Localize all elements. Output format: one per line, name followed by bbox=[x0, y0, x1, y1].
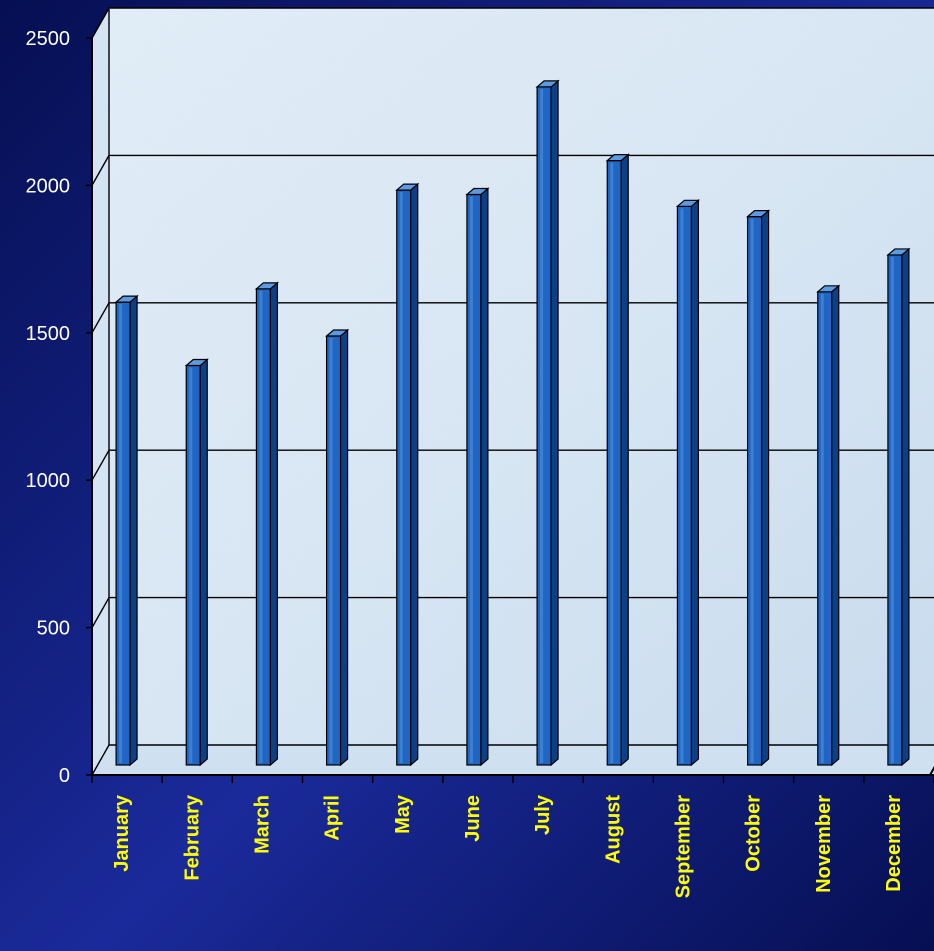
bar-top bbox=[886, 248, 911, 256]
bar-top bbox=[675, 199, 701, 207]
bar-side bbox=[199, 358, 208, 767]
bar-side bbox=[129, 294, 138, 767]
bar-top bbox=[465, 187, 490, 196]
bar-side bbox=[339, 328, 349, 767]
gridlines bbox=[91, 7, 934, 776]
x-category-label: May bbox=[392, 794, 414, 834]
bar bbox=[465, 187, 490, 767]
x-category-label: August bbox=[602, 795, 624, 864]
x-category-label: February bbox=[181, 794, 203, 880]
bar-side bbox=[620, 153, 629, 767]
bar-front bbox=[536, 86, 552, 766]
bar-front bbox=[325, 335, 342, 766]
y-tick-label: 2500 bbox=[26, 28, 71, 50]
bar-top bbox=[816, 285, 841, 293]
bar-top bbox=[535, 80, 560, 88]
x-category-label: October bbox=[743, 795, 765, 872]
bar-highlight bbox=[820, 293, 824, 763]
bar-highlight bbox=[119, 304, 123, 763]
bar-side bbox=[550, 79, 559, 767]
bar bbox=[324, 328, 350, 767]
plot-texture bbox=[109, 8, 934, 746]
top-edge bbox=[91, 7, 110, 39]
bars bbox=[114, 79, 911, 767]
bar-top bbox=[324, 329, 350, 337]
bar-highlight bbox=[329, 338, 333, 763]
axes bbox=[86, 7, 934, 783]
bar-front bbox=[746, 216, 763, 766]
x-category-label: January bbox=[111, 794, 133, 872]
bar-side bbox=[690, 198, 700, 767]
y-axis-tick-labels: 0 500 1000 1500 2000 2500 bbox=[26, 28, 71, 787]
x-category-label: June bbox=[462, 795, 484, 842]
x-category-label: December bbox=[883, 795, 905, 892]
gridline-side bbox=[91, 744, 110, 776]
bar-highlight bbox=[890, 256, 894, 763]
bar-top bbox=[184, 358, 209, 367]
floor-right-edge bbox=[929, 765, 934, 776]
bar-front bbox=[676, 205, 693, 766]
gridline-side bbox=[91, 597, 110, 628]
bar-top bbox=[254, 282, 280, 290]
y-tick-label: 2000 bbox=[26, 175, 71, 197]
bar-highlight bbox=[399, 192, 403, 763]
bar bbox=[745, 209, 771, 767]
bar-side bbox=[480, 187, 489, 767]
bar-front bbox=[606, 160, 622, 766]
plot-floor bbox=[92, 745, 934, 775]
bar bbox=[254, 281, 280, 767]
bar-highlight bbox=[189, 367, 193, 763]
bar-front bbox=[887, 254, 903, 766]
bar-top bbox=[605, 154, 630, 162]
bar bbox=[675, 198, 701, 767]
bar-highlight bbox=[259, 290, 263, 763]
bar-highlight bbox=[610, 162, 614, 763]
y-tick-label: 0 bbox=[59, 765, 70, 787]
y-tick-label: 1000 bbox=[26, 470, 71, 492]
y-tick-label: 1500 bbox=[26, 323, 71, 345]
x-category-label: November bbox=[813, 795, 835, 893]
bar-front bbox=[185, 364, 201, 766]
bar bbox=[886, 247, 911, 767]
bar-highlight bbox=[680, 208, 684, 763]
x-category-label: July bbox=[532, 794, 554, 835]
bar bbox=[535, 79, 560, 767]
bar-front bbox=[255, 288, 272, 766]
bar-side bbox=[831, 284, 840, 767]
x-axis-category-labels: January February March April May June July Augu… bbox=[111, 794, 905, 898]
gridline-side bbox=[91, 449, 110, 481]
plot-side-wall bbox=[92, 8, 109, 775]
bar-front bbox=[817, 291, 833, 766]
gridline-side bbox=[91, 302, 110, 334]
bar bbox=[114, 294, 139, 767]
bar-highlight bbox=[469, 196, 473, 763]
bar-top bbox=[395, 183, 420, 191]
plot-area bbox=[92, 8, 934, 775]
bar-top bbox=[745, 210, 771, 218]
x-category-label: March bbox=[251, 795, 273, 854]
bar bbox=[184, 358, 209, 767]
bar-front bbox=[115, 301, 131, 766]
gridline-side bbox=[91, 155, 110, 186]
x-category-label: September bbox=[672, 795, 694, 899]
bar bbox=[395, 182, 420, 767]
bar-highlight bbox=[750, 218, 754, 763]
bar-side bbox=[760, 209, 770, 767]
y-tick-label: 500 bbox=[37, 618, 70, 640]
bar-side bbox=[410, 182, 419, 767]
bar-front bbox=[466, 193, 482, 766]
bar-highlight bbox=[540, 88, 544, 763]
bar-front bbox=[396, 189, 412, 766]
x-category-label: April bbox=[322, 795, 344, 841]
bar-top bbox=[114, 295, 139, 303]
bar-side bbox=[269, 281, 279, 767]
bar bbox=[605, 153, 630, 767]
bar bbox=[816, 284, 841, 767]
bar-side bbox=[901, 247, 910, 767]
